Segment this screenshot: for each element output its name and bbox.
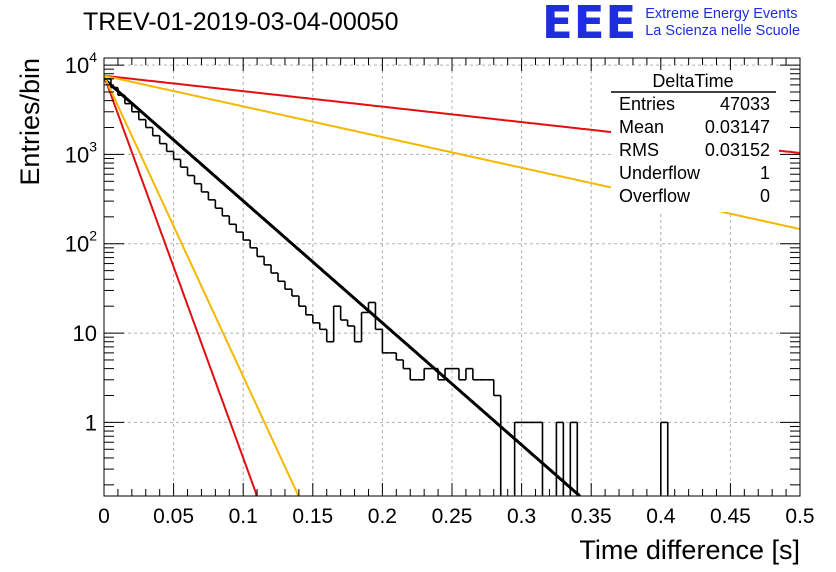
logo-line-2: La Scienza nelle Scuole	[645, 23, 801, 39]
stats-value-rms: 0.03152	[705, 140, 770, 160]
x-tick-label: 0	[98, 505, 110, 528]
logo-line-1: Extreme Energy Events	[645, 6, 798, 22]
y-axis-label: Entries/bin	[15, 58, 45, 186]
x-tick-label: 0.4	[646, 505, 676, 528]
x-tick-label: 0.3	[507, 505, 536, 528]
stats-value-entries: 47033	[720, 94, 770, 114]
x-tick-label: 0.45	[710, 505, 751, 528]
y-tick-label: 10	[73, 321, 97, 346]
stats-label-underflow: Underflow	[619, 163, 701, 183]
y-tick-label: 102	[65, 228, 97, 257]
stats-value-overflow: 0	[760, 186, 770, 206]
grid-lines	[104, 58, 800, 496]
eee-logo: EEE Extreme Energy Events La Scienza nel…	[542, 0, 800, 49]
logo-mark: EEE	[542, 0, 638, 49]
stats-box-title: DeltaTime	[652, 71, 733, 91]
stats-label-overflow: Overflow	[619, 186, 691, 206]
x-tick-label: 0.1	[229, 505, 258, 528]
stats-box: DeltaTime Entries 47033 Mean 0.03147 RMS…	[611, 70, 779, 212]
stats-box-background	[611, 70, 779, 212]
y-tick-exponent: 4	[89, 49, 97, 65]
y-tick-label: 1	[85, 410, 97, 435]
x-axis-label: Time difference [s]	[579, 535, 800, 565]
stats-label-entries: Entries	[619, 94, 675, 114]
axes: 0 0.05 0.1 0.15 0.2 0.25 0.3 0.35 0.4 0.45 0.51101…	[65, 49, 815, 528]
y-tick-label: 104	[65, 49, 97, 78]
x-tick-label: 0.15	[292, 505, 333, 528]
fit-line	[104, 77, 582, 496]
reference-curve-3	[104, 75, 258, 496]
stats-label-rms: RMS	[619, 140, 659, 160]
stats-value-mean: 0.03147	[705, 117, 770, 137]
x-tick-label: 0.05	[153, 505, 194, 528]
y-tick-exponent: 2	[89, 228, 97, 244]
y-tick-label: 103	[65, 138, 97, 167]
x-tick-label: 0.25	[432, 505, 473, 528]
x-tick-label: 0.35	[571, 505, 612, 528]
x-tick-label: 0.5	[785, 505, 814, 528]
run-title: TREV-01-2019-03-04-00050	[83, 8, 399, 36]
x-tick-label: 0.2	[368, 505, 397, 528]
stats-value-underflow: 1	[760, 163, 770, 183]
logo-text: Extreme Energy Events La Scienza nelle S…	[645, 6, 800, 40]
reference-curve-4	[104, 75, 300, 496]
histogram-layer	[104, 78, 669, 496]
y-tick-exponent: 3	[89, 138, 97, 154]
stats-label-mean: Mean	[619, 117, 664, 137]
